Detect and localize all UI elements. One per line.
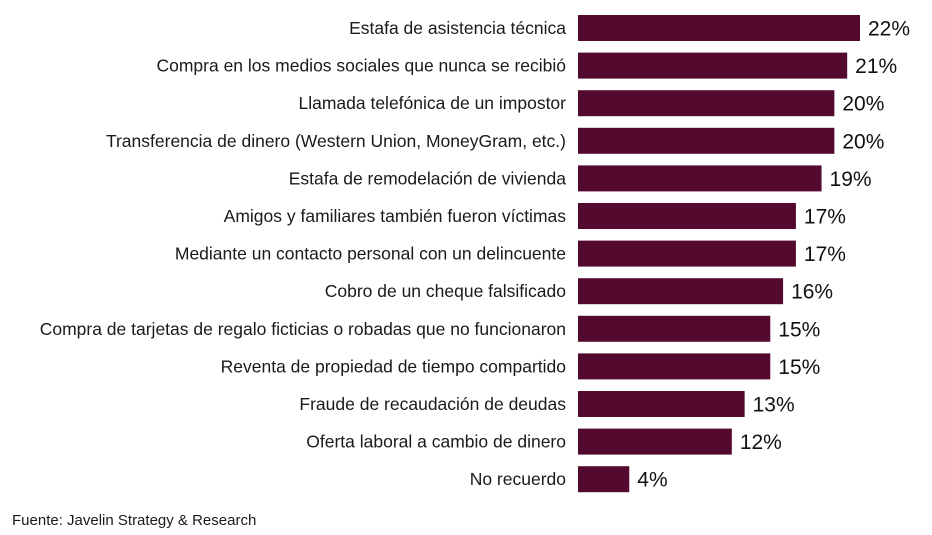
value-label: 4% [637,469,667,492]
bar-row: Compra en los medios sociales que nunca … [156,52,897,79]
bar [578,353,771,380]
bar [578,428,732,455]
bar-row: Mediante un contacto personal con un del… [175,240,846,267]
bar-row: Cobro de un cheque falsificado 16% [325,278,833,305]
category-label: Oferta laboral a cambio de dinero [306,432,566,452]
bar [578,15,860,41]
bar [578,52,848,79]
bar-row: No recuerdo 4% [470,466,668,493]
bar [578,240,796,267]
bar [578,203,796,229]
category-label: Estafa de remodelación de vivienda [289,168,567,188]
bar [578,391,745,417]
value-label: 20% [842,93,884,116]
category-label: Cobro de un cheque falsificado [325,281,566,301]
source-note: Fuente: Javelin Strategy & Research [12,512,257,529]
bar-row: Fraude de recaudación de deudas 13% [299,391,795,417]
bar-row: Transferencia de dinero (Western Union, … [106,127,884,154]
value-label: 12% [740,431,782,454]
bar [578,90,835,117]
category-label: Amigos y familiares también fueron vícti… [224,206,567,226]
bar-row: Estafa de remodelación de vivienda 19% [289,165,872,192]
bar-row: Compra de tarjetas de regalo ficticias o… [40,315,820,342]
category-label: Llamada telefónica de un impostor [298,93,566,113]
value-label: 17% [804,206,846,229]
category-label: Compra en los medios sociales que nunca … [156,56,566,76]
bar-row: Oferta laboral a cambio de dinero 12% [306,428,782,455]
value-label: 20% [842,130,884,153]
value-label: 19% [830,168,872,191]
bar-row: Amigos y familiares también fueron vícti… [224,203,846,229]
category-label: Fraude de recaudación de deudas [299,394,566,414]
bar [578,127,835,154]
category-label: No recuerdo [470,469,566,489]
value-label: 13% [753,394,795,417]
value-label: 21% [855,55,897,78]
category-label: Compra de tarjetas de regalo ficticias o… [40,319,566,339]
bar-row: Reventa de propiedad de tiempo compartid… [221,353,820,380]
bar-row: Llamada telefónica de un impostor 20% [298,90,884,117]
bar [578,278,784,305]
value-label: 22% [868,18,910,41]
category-label: Mediante un contacto personal con un del… [175,244,566,264]
value-label: 15% [778,318,820,341]
category-label: Reventa de propiedad de tiempo compartid… [221,356,566,376]
category-label: Transferencia de dinero (Western Union, … [106,131,566,151]
bar-row: Estafa de asistencia técnica 22% [349,15,910,41]
bar [578,466,630,493]
value-label: 16% [791,281,833,304]
value-label: 17% [804,243,846,266]
value-label: 15% [778,356,820,379]
bar [578,315,771,342]
bar-chart: Estafa de asistencia técnica 22% Compra en… [40,15,910,493]
category-label: Estafa de asistencia técnica [349,18,566,38]
bar [578,165,822,192]
